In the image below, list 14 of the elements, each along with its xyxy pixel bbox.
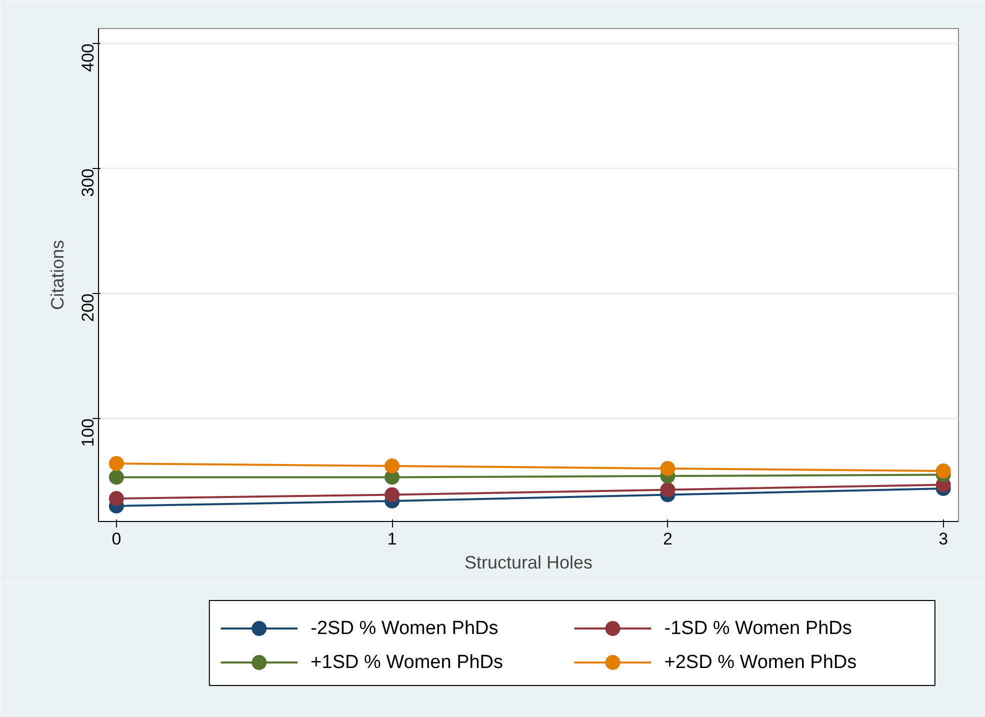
y-tick-label: 400 — [78, 43, 98, 72]
y-tick-label: 100 — [78, 418, 98, 447]
legend-label: +2SD % Women PhDs — [664, 652, 857, 673]
y-tick-label: 200 — [78, 293, 98, 322]
legend-label: -1SD % Women PhDs — [664, 618, 852, 639]
legend-label: +1SD % Women PhDs — [310, 652, 504, 673]
legend-label: -2SD % Women PhDs — [310, 618, 498, 639]
x-tick-label: 1 — [387, 530, 397, 548]
x-tick-label: 2 — [662, 530, 672, 548]
x-tick-label: 0 — [112, 530, 122, 548]
x-axis-title: Structural Holes — [464, 552, 593, 572]
x-tick-label: 3 — [938, 530, 948, 548]
y-tick-label: 300 — [78, 168, 98, 197]
y-axis-title: Citations — [48, 240, 68, 310]
